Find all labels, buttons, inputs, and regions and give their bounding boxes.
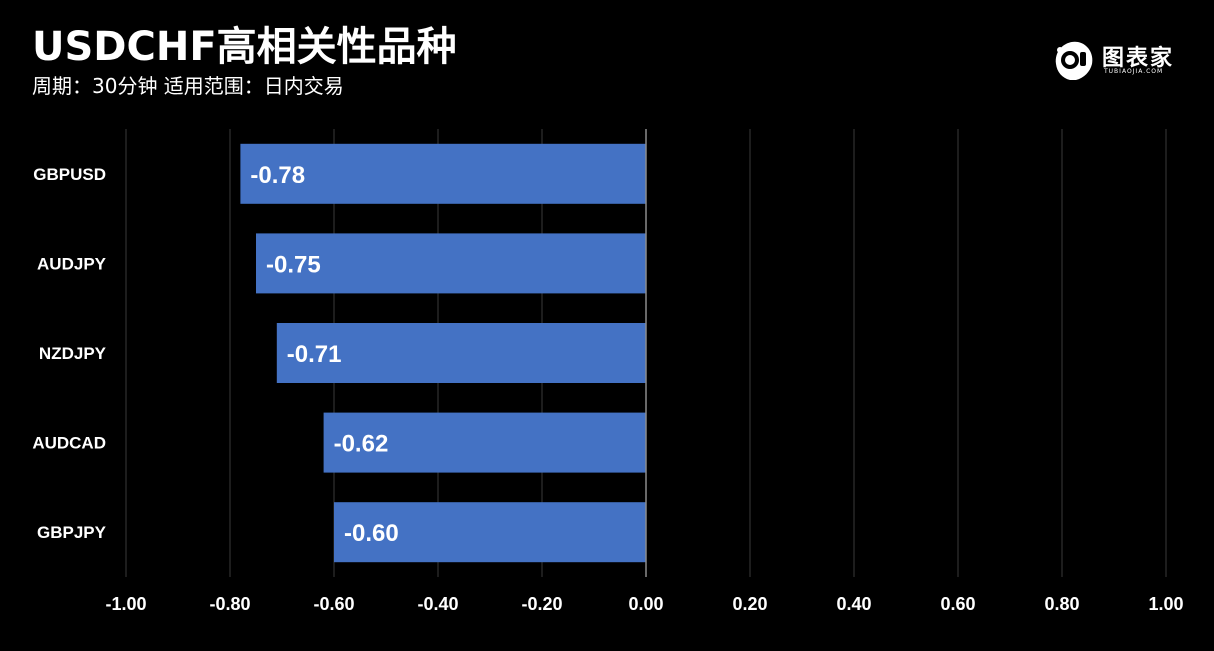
data-label: -0.71	[287, 341, 342, 368]
x-tick-label: -0.60	[313, 594, 354, 614]
data-label: -0.78	[250, 162, 305, 189]
chart-subtitle: 周期：30分钟 适用范围：日内交易	[32, 74, 344, 98]
bar	[323, 412, 646, 473]
category-label: GBPUSD	[33, 165, 106, 184]
x-tick-label: 0.40	[836, 594, 871, 614]
x-tick-label: 0.00	[628, 594, 663, 614]
data-label: -0.60	[344, 520, 399, 547]
robot-head-icon	[1055, 41, 1093, 80]
x-tick-label: 0.60	[940, 594, 975, 614]
data-label: -0.75	[266, 251, 321, 278]
category-label: NZDJPY	[39, 344, 107, 363]
category-label: GBPJPY	[37, 523, 107, 542]
x-tick-label: -0.20	[521, 594, 562, 614]
brand-logo: 图表家 TUBIAOJIA.COM	[1050, 38, 1180, 82]
bar	[240, 143, 646, 204]
category-label: AUDJPY	[37, 254, 107, 273]
bar-layer	[240, 143, 646, 563]
data-label: -0.62	[334, 431, 389, 458]
brand-logo-subtext: TUBIAOJIA.COM	[1104, 68, 1164, 75]
x-tick-label: -0.40	[417, 594, 458, 614]
bar	[334, 502, 646, 563]
label-layer: -1.00 -0.80 -0.60 -0.40 -0.20 0.00 0.20 0.40 0.6…	[32, 162, 1183, 614]
x-tick-label: -1.00	[105, 594, 146, 614]
bar	[256, 233, 646, 294]
bar	[276, 323, 646, 383]
x-tick-label: -0.80	[209, 594, 250, 614]
x-tick-label: 1.00	[1148, 594, 1183, 614]
x-tick-label: 0.20	[732, 594, 767, 614]
category-label: AUDCAD	[32, 434, 106, 453]
chart-title: USDCHF高相关性品种	[32, 24, 457, 70]
x-tick-label: 0.80	[1044, 594, 1079, 614]
brand-logo-text: 图表家	[1102, 46, 1175, 71]
